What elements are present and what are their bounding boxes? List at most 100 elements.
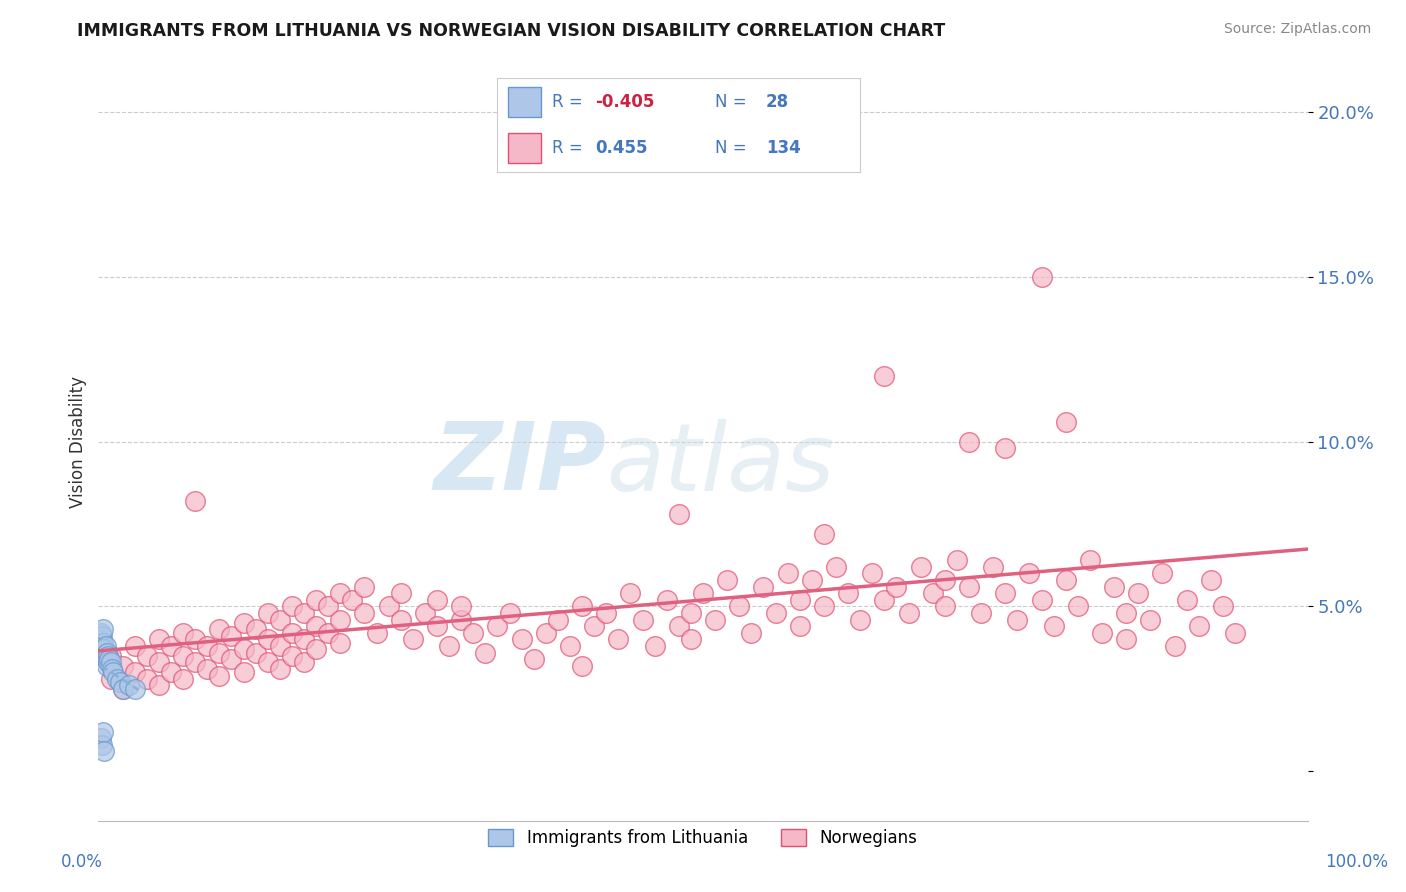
Point — [135, 672, 157, 686]
Point — [776, 566, 799, 581]
Point — [148, 656, 170, 670]
Point — [486, 619, 509, 633]
Point — [342, 592, 364, 607]
Point — [91, 635, 114, 649]
Point — [91, 629, 114, 643]
Point — [91, 623, 114, 637]
Point — [232, 665, 254, 680]
Point — [765, 606, 787, 620]
Point — [232, 615, 254, 630]
Point — [679, 632, 702, 647]
Point — [679, 606, 702, 620]
Text: IMMIGRANTS FROM LITHUANIA VS NORWEGIAN VISION DISABILITY CORRELATION CHART: IMMIGRANTS FROM LITHUANIA VS NORWEGIAN V… — [77, 22, 946, 40]
Point — [789, 619, 811, 633]
Point — [111, 681, 134, 696]
Point — [1078, 553, 1101, 567]
Point — [221, 652, 243, 666]
Point — [111, 681, 134, 696]
Point — [105, 672, 128, 686]
Point — [1128, 586, 1150, 600]
Point — [873, 368, 896, 383]
Point — [172, 625, 194, 640]
Point — [124, 665, 146, 680]
Point — [450, 599, 472, 614]
Point — [1223, 625, 1246, 640]
Point — [269, 662, 291, 676]
Point — [910, 559, 932, 574]
Point — [800, 573, 823, 587]
Point — [94, 639, 117, 653]
Point — [89, 632, 111, 647]
Point — [172, 648, 194, 663]
Point — [160, 639, 183, 653]
Point — [1115, 606, 1137, 620]
Point — [655, 592, 678, 607]
Point — [93, 642, 115, 657]
Point — [195, 662, 218, 676]
Point — [292, 606, 315, 620]
Point — [1102, 580, 1125, 594]
Point — [463, 625, 485, 640]
Point — [100, 662, 122, 676]
Point — [886, 580, 908, 594]
Point — [281, 625, 304, 640]
Point — [571, 658, 593, 673]
Point — [426, 592, 449, 607]
Point — [450, 613, 472, 627]
Point — [93, 648, 115, 663]
Point — [281, 599, 304, 614]
Point — [389, 586, 412, 600]
Point — [316, 625, 339, 640]
Point — [90, 639, 112, 653]
Point — [1212, 599, 1234, 614]
Point — [934, 599, 956, 614]
Point — [184, 656, 207, 670]
Point — [96, 646, 118, 660]
Point — [124, 639, 146, 653]
Point — [849, 613, 872, 627]
Point — [124, 681, 146, 696]
Point — [692, 586, 714, 600]
Point — [256, 606, 278, 620]
Point — [172, 672, 194, 686]
Point — [245, 646, 267, 660]
Point — [994, 586, 1017, 600]
Point — [93, 744, 115, 758]
Point — [957, 580, 980, 594]
Point — [269, 613, 291, 627]
Point — [619, 586, 641, 600]
Point — [100, 656, 122, 670]
Point — [921, 586, 943, 600]
Text: ZIP: ZIP — [433, 418, 606, 510]
Point — [1007, 613, 1029, 627]
Point — [316, 599, 339, 614]
Point — [111, 658, 134, 673]
Point — [329, 586, 352, 600]
Point — [692, 154, 714, 169]
Point — [94, 652, 117, 666]
Point — [97, 648, 120, 663]
Point — [668, 507, 690, 521]
Point — [208, 623, 231, 637]
Point — [148, 678, 170, 692]
Point — [195, 639, 218, 653]
Point — [256, 656, 278, 670]
Point — [728, 599, 751, 614]
Point — [305, 642, 328, 657]
Point — [245, 623, 267, 637]
Y-axis label: Vision Disability: Vision Disability — [69, 376, 87, 508]
Point — [1091, 625, 1114, 640]
Point — [160, 665, 183, 680]
Point — [100, 672, 122, 686]
Point — [860, 566, 883, 581]
Point — [752, 580, 775, 594]
Point — [970, 606, 993, 620]
Text: 100.0%: 100.0% — [1326, 853, 1388, 871]
Point — [1115, 632, 1137, 647]
Point — [1188, 619, 1211, 633]
Point — [994, 441, 1017, 455]
Point — [644, 639, 666, 653]
Point — [716, 573, 738, 587]
Point — [957, 434, 980, 449]
Point — [97, 656, 120, 670]
